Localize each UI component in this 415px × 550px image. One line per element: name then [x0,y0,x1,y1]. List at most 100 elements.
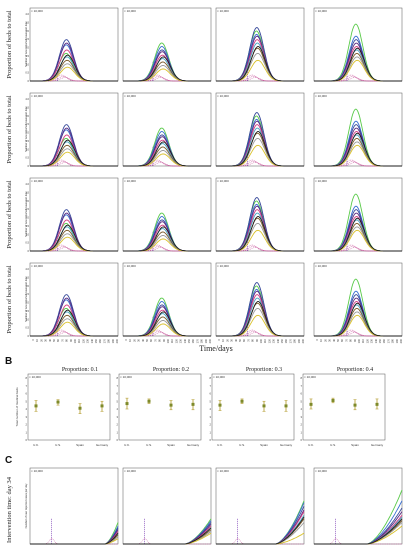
a-x-tick: 60 [56,338,60,341]
a-series-line [314,132,402,167]
b-mean-point [56,400,60,404]
a-series-line [314,120,402,167]
c-series-line [314,507,403,545]
c-series-line [30,536,119,545]
a-x-tick: 0 [217,338,221,340]
b-mean-point [353,403,357,407]
a-series-line [314,205,402,252]
a-y-tick: 4.0 [25,182,29,186]
b-subplot-frame [27,373,111,441]
a-x-tick: 20 [39,338,43,341]
a-x-tick: 80 [251,338,255,341]
b-y-tick: 2 [26,423,28,427]
b-mean-point [169,403,173,407]
c-series-line [123,523,212,545]
b-y-tick: 3 [26,415,28,419]
a-x-tick: 200 [399,338,403,343]
a-x-tick: 30 [328,338,332,341]
a-y-tick: 1.5 [25,224,29,228]
b-y-tick: 8 [26,376,28,380]
a-y-multiplier: × 10,000 [31,264,43,268]
a-subplot: × 10,000 [313,92,403,167]
c-series-line [123,527,212,545]
b-y-tick: 4 [210,407,212,411]
b-x-tick: Germany [280,443,293,447]
b-y-tick: 6 [210,392,212,396]
b-y-tick: 4 [117,407,119,411]
a-series-line [123,316,211,337]
b-y-tick: 5 [26,399,28,403]
b-y-tick: 1 [210,430,212,434]
b-y-tick: 1 [301,430,303,434]
a-series-line [314,278,402,337]
a-row-ylabel: Proportion of beds to total [6,10,13,78]
a-x-tick: 10 [221,338,225,341]
a-x-tick: 90 [162,338,166,341]
a-y-multiplier: × 10,000 [315,264,327,268]
a-y-multiplier: × 10,000 [31,94,43,98]
b-y-tick: 3 [117,415,119,419]
a-x-tick: 30 [137,338,141,341]
a-subplot-frame [215,262,305,337]
a-series-line [216,46,304,82]
a-bump-line [314,159,402,167]
a-x-tick: 190 [111,338,115,343]
a-series-line [216,217,304,252]
a-bump-line [314,160,402,167]
a-bump-line [216,245,304,252]
a-y-multiplier: × 10,000 [217,9,229,13]
a-x-tick: 170 [386,338,390,343]
section-c-plots: × 10,000 Number of new reported cases per… [24,467,403,545]
a-subplot: × 10,000 Number of new reported cases per… [24,92,119,168]
a-series-line [314,302,402,337]
a-bump-line [30,74,118,82]
a-series-line [314,59,402,82]
a-series-line [216,314,304,337]
a-y-tick: 3.0 [25,29,29,33]
a-series-line [123,231,211,252]
a-series-line [123,65,211,82]
b-mean-point [262,404,266,408]
a-series-line [123,235,211,252]
a-y-tick: 1.0 [25,317,29,321]
b-mean-point [240,399,244,403]
c-series-line [216,502,305,545]
a-subplot-frame [215,92,305,167]
a-x-tick: 0 [315,338,319,340]
b-y-tick: 0 [301,438,303,442]
b-x-tick: U.K. [124,443,130,447]
a-subplot: × 10,000 [215,92,305,167]
a-x-tick: 150 [378,338,382,343]
a-x-tick: 0 [124,338,128,340]
b-y-multiplier: × 10,000 [120,375,132,379]
b-x-tick: U.K. [217,443,223,447]
a-y-tick: 1.5 [25,139,29,143]
a-y-tick: 1.0 [25,147,29,151]
c-y-multiplier: × 10,000 [124,469,136,473]
b-y-tick: 4 [301,407,303,411]
a-x-tick: 10 [35,338,39,341]
a-bump-line [216,75,304,82]
b-y-multiplier: × 10,000 [29,375,41,379]
a-bump-line [216,160,304,167]
c-y-multiplier: × 10,000 [315,469,327,473]
a-series-line [216,212,304,252]
a-x-tick: 180 [200,338,204,343]
a-x-tick: 160 [284,338,288,343]
a-x-tick: 30 [230,338,234,341]
a-x-tick: 150 [94,338,98,343]
a-x-tick: 120 [81,338,85,343]
a-bump-line [314,74,402,82]
b-y-tick: 6 [26,392,28,396]
a-y-multiplier: × 10,000 [217,94,229,98]
a-series-line [314,47,402,82]
b-y-tick: 3 [301,415,303,419]
a-bump-line [314,244,402,252]
a-x-tick: 180 [293,338,297,343]
c-series-line [123,525,212,545]
b-y-tick: 2 [117,423,119,427]
a-x-tick: 90 [255,338,259,341]
